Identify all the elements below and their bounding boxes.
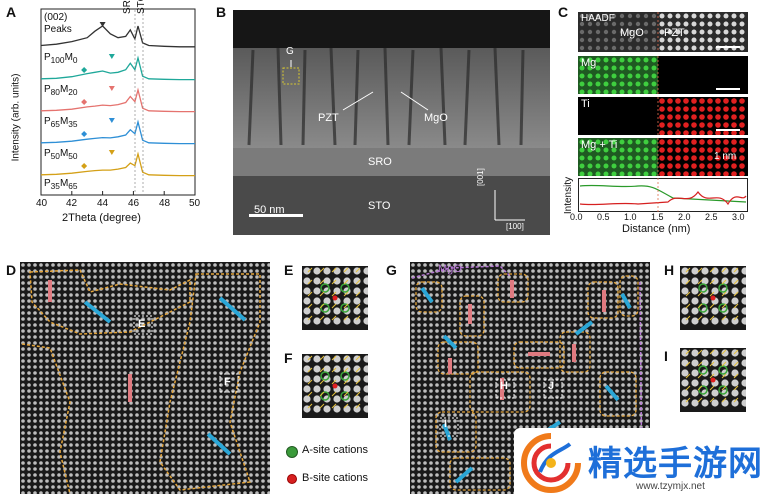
panel-label-h: H — [664, 262, 675, 278]
xrd-series-3 — [40, 87, 195, 113]
peak-marker-4 — [108, 118, 115, 123]
profile-ylabel: Intensity — [563, 176, 575, 215]
watermark-title: 精选手游网 — [588, 444, 763, 484]
profile-xlabel: Distance (nm) — [622, 223, 691, 235]
sample-label-1: P100M0 — [44, 52, 78, 65]
profile-xtick: 0.0 — [570, 212, 583, 222]
sample-label-4: P50M50 — [44, 148, 78, 161]
cross-section-image — [233, 10, 550, 235]
mgo-c-label: MgO — [620, 27, 644, 39]
panel-label-b: B — [216, 4, 227, 20]
xtick: 46 — [128, 198, 140, 209]
box-f-label: F — [224, 376, 231, 388]
unit-cell-f — [302, 354, 368, 418]
chart-frame — [40, 8, 196, 196]
ti-label: Ti — [581, 98, 590, 110]
scale-1nm: 1 nm — [714, 151, 737, 162]
pzt-c-label: PZT — [664, 27, 685, 39]
g-box-label: G — [286, 46, 294, 57]
xtick: 42 — [66, 198, 78, 209]
panel-label-f: F — [284, 350, 293, 366]
panel-label-g: G — [386, 262, 397, 278]
peak-marker-3 — [108, 86, 115, 91]
xrd-series-2 — [40, 55, 195, 81]
b-site-label: B-site cations — [302, 472, 369, 484]
haadf-label: HAADF — [581, 13, 615, 24]
chart-xlabel: 2Theta (degree) — [62, 212, 141, 224]
sto-label: STO — [136, 0, 147, 14]
peak-marker-2 — [108, 54, 115, 59]
pzt-label: PZT — [318, 112, 339, 124]
box-i-label: I — [444, 418, 448, 430]
mgo-peak-marker-5 — [81, 163, 88, 169]
box-h-label: H — [500, 380, 508, 392]
unit-cell-i — [680, 348, 746, 412]
sample-label-5: P35M65 — [44, 178, 78, 191]
unit-cell-e — [302, 266, 368, 330]
xtick: 40 — [36, 198, 48, 209]
chart-ylabel: Intensity (arb. units) — [10, 73, 22, 162]
xtick: 44 — [97, 198, 109, 209]
profile-xtick: 2.5 — [705, 212, 718, 222]
peak-marker-1 — [99, 22, 106, 27]
mgo-peak-marker-3 — [81, 99, 88, 105]
xrd-series-1 — [40, 25, 195, 48]
profile-xtick: 3.0 — [732, 212, 745, 222]
xrd-series-4 — [40, 119, 195, 145]
sro-label-b: SRO — [368, 156, 392, 168]
mgti-map — [578, 138, 748, 176]
panel-label-c: C — [558, 4, 569, 20]
panel-label-e: E — [284, 262, 294, 278]
unit-cell-h — [680, 266, 746, 330]
domain-overlay-g — [411, 265, 643, 494]
header-peaks: Peaks — [44, 24, 72, 35]
stem-lattice-d — [20, 262, 270, 494]
panel-label-a: A — [6, 4, 17, 20]
profile-xtick: 1.5 — [651, 212, 664, 222]
mgo-peak-marker-2 — [81, 67, 88, 73]
xtick: 48 — [159, 198, 171, 209]
domain-overlay-d — [21, 269, 261, 494]
mgo-g-label: MgO — [438, 263, 462, 275]
profile-xtick: 1.0 — [624, 212, 637, 222]
a-site-marker — [286, 446, 298, 458]
watermark-url: www.tzymjx.net — [636, 481, 705, 492]
profile-xtick: 2.0 — [678, 212, 691, 222]
haadf-map — [578, 12, 748, 52]
xtick: 50 — [189, 198, 201, 209]
dir-100: [100] — [506, 222, 524, 231]
xrd-series-5 — [40, 151, 195, 177]
panel-label-i: I — [664, 348, 668, 364]
dir-001: [001] — [476, 168, 485, 186]
xrd-chart — [40, 8, 196, 196]
box-e-label: E — [138, 318, 146, 330]
watermark-logo-icon — [521, 433, 581, 493]
a-site-label: A-site cations — [302, 444, 369, 456]
sro-label: SRO — [122, 0, 133, 14]
mgti-label: Mg + Ti — [581, 139, 618, 151]
mg-label: Mg — [581, 57, 597, 69]
peak-marker-5 — [108, 150, 115, 155]
sample-label-3: P65M35 — [44, 116, 78, 129]
sample-label-2: P80M20 — [44, 84, 78, 97]
intensity-profile — [578, 178, 748, 212]
mg-map — [578, 56, 748, 94]
ti-map — [578, 97, 748, 135]
header-002: (002) — [44, 12, 68, 23]
profile-xtick: 0.5 — [597, 212, 610, 222]
sto-label-b: STO — [368, 200, 391, 212]
scale-bar-label: 50 nm — [254, 204, 285, 216]
mgo-peak-marker-4 — [81, 131, 88, 137]
panel-label-d: D — [6, 262, 17, 278]
mgo-label: MgO — [424, 112, 448, 124]
box-j-label: J — [548, 380, 555, 392]
b-site-marker — [287, 474, 297, 484]
